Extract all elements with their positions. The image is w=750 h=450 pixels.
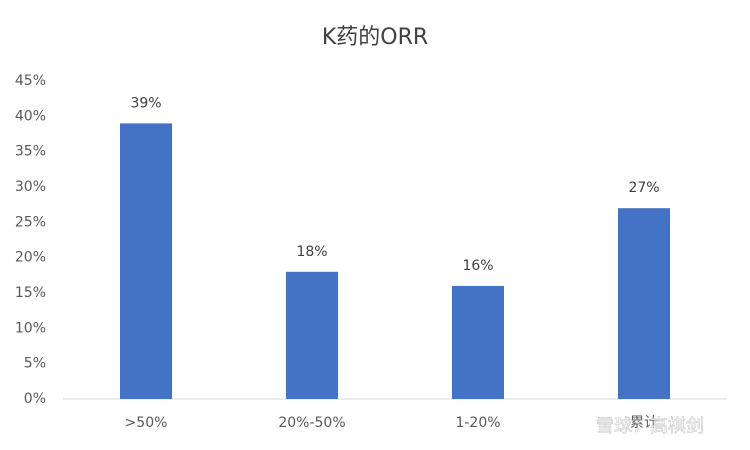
x-tick-label: >50% [125,415,168,431]
value-label: 16% [462,258,493,274]
bar [452,285,504,399]
y-tick-label: 20% [15,250,46,266]
chart-title: K药的ORR [322,25,428,50]
y-tick-label: 35% [15,144,46,160]
watermark: 雪球：高棋剑 [596,416,704,437]
value-label: 27% [628,180,659,196]
bar [618,208,670,399]
x-tick-label: 累计 [630,415,658,431]
y-tick-label: 15% [15,285,46,301]
y-tick-label: 40% [15,108,46,124]
bar [120,123,172,400]
y-tick-label: 45% [15,73,46,89]
x-tick-label: 20%-50% [278,415,345,431]
value-label: 39% [130,95,161,111]
y-tick-label: 5% [24,356,46,372]
y-tick-label: 25% [15,214,46,230]
y-tick-label: 10% [15,320,46,336]
y-tick-label: 30% [15,179,46,195]
value-label: 18% [296,244,327,260]
bar [286,271,338,399]
x-tick-label: 1-20% [455,415,500,431]
y-tick-label: 0% [24,391,46,407]
